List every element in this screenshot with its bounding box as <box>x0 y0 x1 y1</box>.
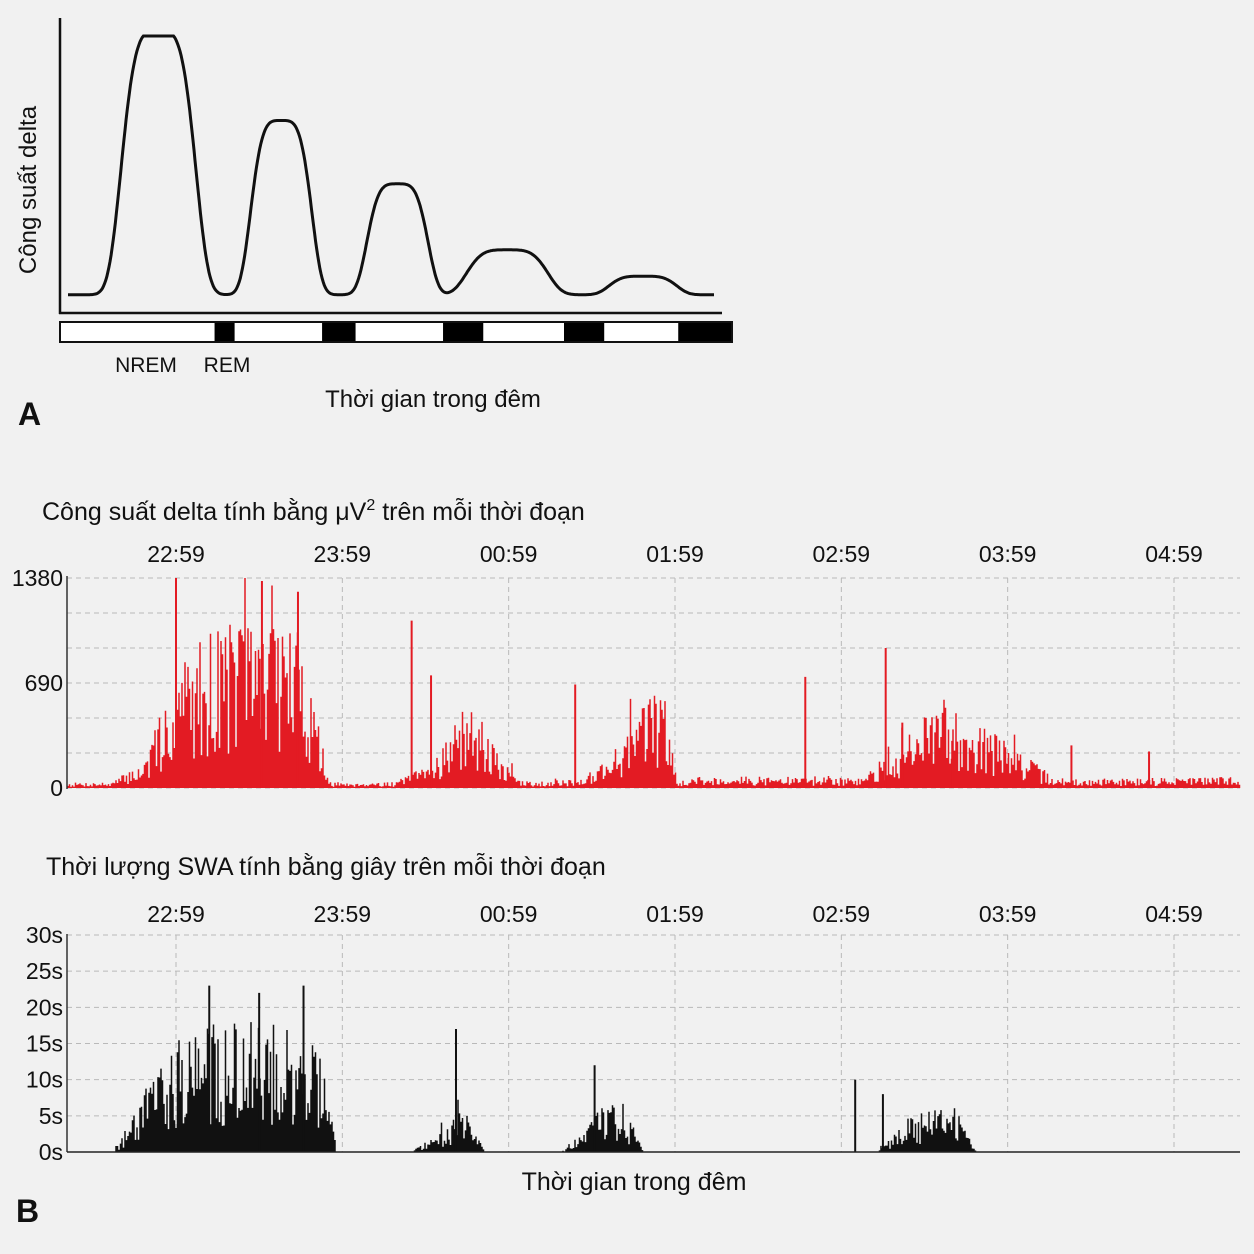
swa-x-tick-label: 03:59 <box>979 901 1037 927</box>
swa-y-tick-label: 25s <box>26 958 63 984</box>
delta-bar-mass <box>67 578 1241 788</box>
delta-title-suffix: trên mỗi thời đoạn <box>375 497 585 526</box>
delta-x-tick-label: 23:59 <box>314 541 372 567</box>
panel-a-x-axis-label: Thời gian trong đêm <box>325 386 541 413</box>
swa-x-ticks: 22:59 23:59 00:59 01:59 02:59 03:59 04:59 <box>147 901 1203 927</box>
delta-y-tick-label: 0 <box>50 775 63 801</box>
delta-x-tick-label: 22:59 <box>147 541 205 567</box>
panel-a-chart: Công suất delta NREM REM Thời gian trong… <box>15 18 733 432</box>
delta-power-curve <box>68 34 714 297</box>
hypnogram-segment-rem <box>564 322 605 342</box>
nrem-label: NREM <box>115 354 177 377</box>
panel-a-y-axis-label: Công suất delta <box>15 105 42 274</box>
hypnogram-bar <box>60 322 732 342</box>
hypnogram-segment-nrem <box>60 322 215 342</box>
delta-power-bars <box>67 578 1241 788</box>
delta-x-tick-label: 00:59 <box>480 541 538 567</box>
delta-title-prefix: Công suất delta tính bằng <box>42 497 335 526</box>
hypnogram-segment-rem <box>322 322 356 342</box>
hypnogram-segment-rem <box>443 322 484 342</box>
delta-y-tick-label: 1380 <box>12 565 63 591</box>
swa-y-tick-label: 20s <box>26 994 63 1020</box>
delta-title-unit: μV <box>335 498 366 526</box>
swa-y-ticks: 30s 25s 20s 15s 10s 5s 0s <box>26 922 63 1165</box>
swa-x-tick-label: 00:59 <box>480 901 538 927</box>
delta-title-superscript: 2 <box>366 497 375 514</box>
swa-y-tick-label: 5s <box>39 1103 63 1129</box>
swa-duration-bars <box>115 985 977 1152</box>
delta-x-tick-label: 04:59 <box>1145 541 1203 567</box>
hypnogram-segment-nrem <box>355 322 444 342</box>
swa-bar-mass <box>115 1022 977 1152</box>
swa-duration-title: Thời lượng SWA tính bằng giây trên mỗi t… <box>46 852 606 881</box>
delta-x-tick-label: 01:59 <box>646 541 704 567</box>
swa-x-tick-label: 04:59 <box>1145 901 1203 927</box>
hypnogram-segment-rem <box>214 322 235 342</box>
delta-y-ticks: 1380 690 0 <box>12 565 63 801</box>
swa-x-tick-label: 01:59 <box>646 901 704 927</box>
delta-x-tick-label: 03:59 <box>979 541 1037 567</box>
panel-b-letter: B <box>16 1193 39 1229</box>
panel-b-x-axis-label: Thời gian trong đêm <box>522 1168 747 1196</box>
rem-label: REM <box>204 354 251 377</box>
delta-y-tick-label: 690 <box>25 670 63 696</box>
swa-y-tick-label: 30s <box>26 922 63 948</box>
hypnogram-segment-nrem <box>234 322 323 342</box>
swa-x-tick-label: 22:59 <box>147 901 205 927</box>
hypnogram-segment-nrem <box>483 322 564 342</box>
swa-y-tick-label: 0s <box>39 1139 63 1165</box>
hypnogram-frame <box>59 321 733 343</box>
swa-y-tick-label: 10s <box>26 1067 63 1093</box>
panel-a-letter: A <box>18 396 41 432</box>
hypnogram-segment-rem <box>678 322 732 342</box>
delta-x-tick-label: 02:59 <box>813 541 871 567</box>
swa-y-tick-label: 15s <box>26 1031 63 1057</box>
swa-x-tick-label: 23:59 <box>314 901 372 927</box>
hypnogram-segment-nrem <box>604 322 679 342</box>
swa-x-tick-label: 02:59 <box>813 901 871 927</box>
delta-power-title: Công suất delta tính bằng μV2 trên mỗi t… <box>42 497 585 526</box>
delta-x-ticks: 22:59 23:59 00:59 01:59 02:59 03:59 04:59 <box>147 541 1203 567</box>
